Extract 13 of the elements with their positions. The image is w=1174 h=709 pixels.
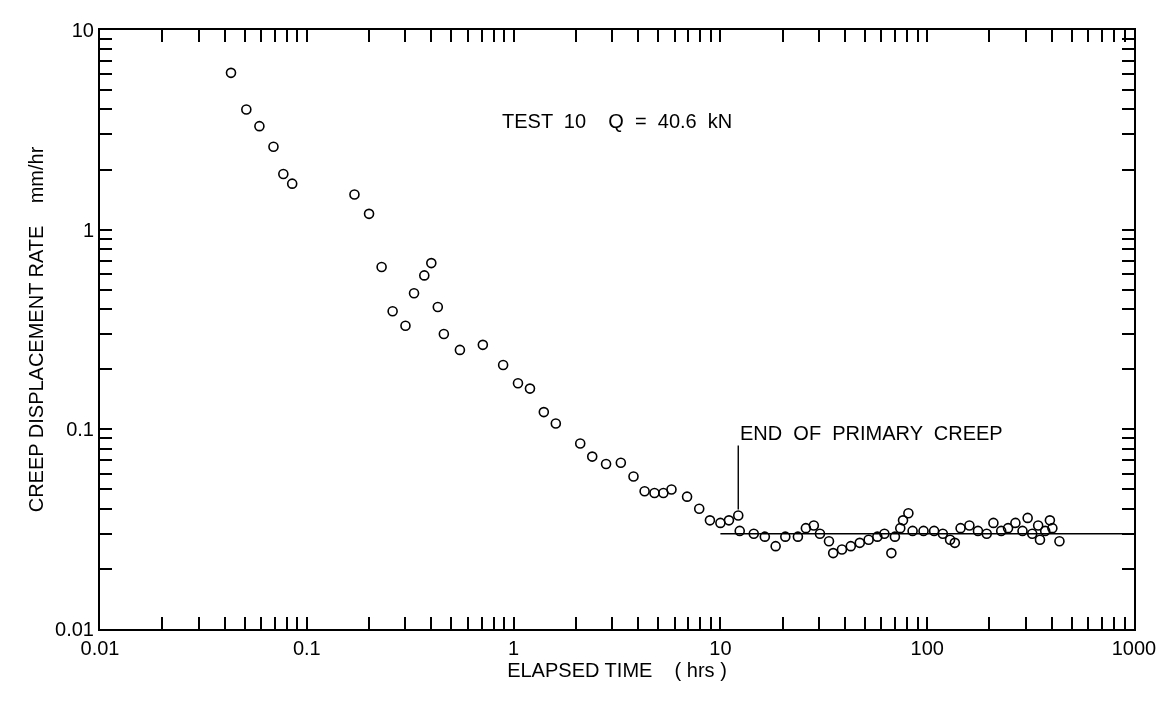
annotation: TEST 10 Q = 40.6 kN: [502, 110, 733, 132]
x-tick-label: 100: [910, 637, 944, 659]
x-tick-label: 1: [508, 637, 520, 659]
x-tick-label: 0.1: [292, 637, 321, 659]
y-tick-label: 0.01: [55, 618, 94, 640]
annotation: END OF PRIMARY CREEP: [740, 422, 1003, 444]
x-tick-label: 1000: [1111, 637, 1157, 659]
y-axis-title: CREEP DISPLACEMENT RATE mm/hr: [25, 146, 48, 513]
x-axis-title: ELAPSED TIME ( hrs ): [507, 659, 727, 681]
x-tick-label: 10: [709, 637, 732, 659]
y-tick-label: 10: [71, 19, 94, 41]
y-tick-label: 0.1: [66, 418, 94, 441]
y-tick-label: 1: [82, 218, 94, 241]
